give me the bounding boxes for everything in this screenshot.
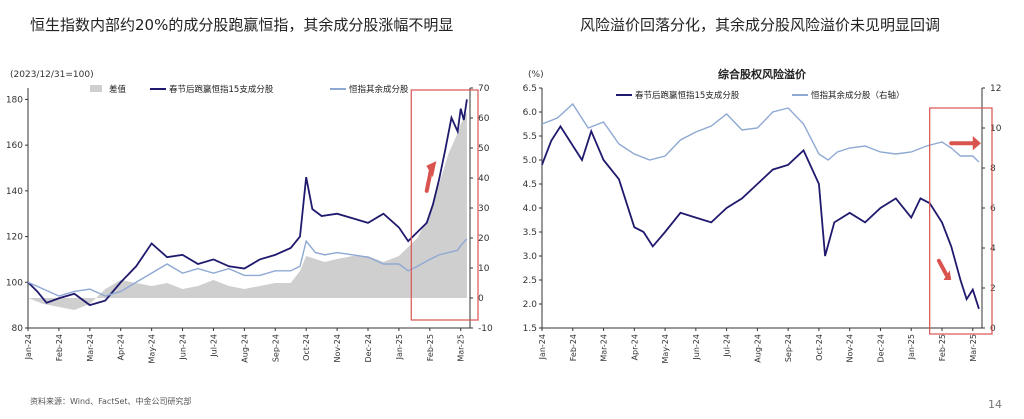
x-tick-label: Dec-24 [876,334,885,363]
x-tick-label: Dec-24 [364,334,373,363]
trend-arrow-up-head [426,161,437,178]
legend-label: 春节后跑赢恒指15支成分股 [635,90,740,101]
y-left-tick-label: 100 [6,278,23,288]
y-right-tick-label: 6 [990,204,996,214]
right-chart: 综合股权风险溢价 (%) 1.5 2.0 2.5 3.0 3.5 4.0 4.5 5.0 5.5 6.… [523,67,1002,363]
x-tick-label: Mar-25 [457,334,466,362]
highlight-box [410,89,479,321]
y-right-tick-label: 20 [478,234,490,244]
x-tick-label: Jan-25 [907,334,916,360]
y-right-tick-label: 40 [478,174,490,184]
x-tick-label: Aug-24 [240,334,249,363]
left-chart: (2023/12/31=100) 80 100 120 140 160 180 -10 0 10 2… [6,70,493,363]
trend-arrow-down-head [943,270,952,280]
y-right-tick-label: 30 [478,204,490,214]
chart-title: 综合股权风险溢价 [718,67,807,81]
x-tick-label: Jun-24 [692,334,701,361]
x-tick-label: Jul-24 [723,334,732,358]
right-chart-heading: 风险溢价回落分化，其余成分股风险溢价未见明显回调 [580,16,941,34]
x-tick-label: Jan-25 [395,334,404,360]
y-left-tick-label: 120 [6,233,23,243]
x-tick-label: Sep-24 [271,334,280,362]
left-chart-heading: 恒生指数内部约20%的成分股跑赢恒指，其余成分股涨幅不明显 [30,16,454,34]
y-left-tick-label: 3.0 [523,252,538,262]
legend-label: 恒指其余成分股 [349,84,409,95]
y-left-tick-label: 180 [6,95,23,105]
y-left-tick-label: 140 [6,187,23,197]
y-right-tick-label: 0 [478,294,484,304]
y-left-tick-label: 4.0 [523,204,538,214]
y-right-tick-label: 60 [478,114,490,124]
y-left-tick-label: 3.5 [523,228,537,238]
y-left-tick-label: 5.5 [523,132,537,142]
source-note: 资料来源：Wind、FactSet、中金公司研究部 [30,397,192,406]
x-tick-label: Sep-24 [784,334,793,362]
y-right-tick-label: 4 [990,244,996,254]
y-right-tick-label: 12 [990,84,1001,94]
x-tick-label: Aug-24 [753,334,762,363]
y-right-tick-label: 2 [990,284,996,294]
x-tick-label: Jan-24 [24,334,33,360]
y-left-tick-label: 80 [12,324,24,334]
y-right-tick-label: 8 [990,164,996,174]
x-tick-label: Jun-24 [179,334,188,361]
x-tick-label: Mar-24 [86,334,95,362]
legend-label: 春节后跑赢恒指15支成分股 [169,84,274,95]
y-right-tick-label: 0 [990,324,996,334]
x-tick-label: Feb-24 [55,334,64,361]
series-line-rest [27,238,468,297]
x-tick-label: Mar-25 [969,334,978,362]
highlight-box [929,107,993,335]
legend-label: 恒指其余成分股（右轴） [811,90,905,101]
y-right-tick-label: 50 [478,144,490,154]
y-left-tick-label: 160 [6,141,23,151]
y-right-tick-label: 10 [990,124,1002,134]
y-left-tick-label: 6.0 [523,108,538,118]
page-number: 14 [988,398,1002,411]
x-tick-label: Oct-24 [302,334,311,361]
x-tick-label: Mar-24 [600,334,609,362]
y-left-tick-label: 2.5 [523,276,537,286]
x-tick-label: Feb-25 [426,334,435,361]
series-line-outperformers [541,124,980,310]
trend-arrow-flat-head [972,136,981,151]
y-right-tick-label: 10 [478,264,490,274]
y-right-tick-label: -10 [478,324,493,334]
axis-unit-note: (%) [528,70,544,80]
x-tick-label: Jan-24 [538,334,547,360]
series-line-rest [541,102,980,163]
x-tick-label: Feb-25 [938,334,947,361]
legend-label: 差值 [109,84,127,95]
x-tick-label: Apr-24 [630,334,639,360]
x-tick-label: Oct-24 [815,334,824,361]
y-left-tick-label: 6.5 [523,84,537,94]
y-left-tick-label: 4.5 [523,180,537,190]
y-left-tick-label: 1.5 [523,324,537,334]
legend-swatch [90,85,102,92]
x-tick-label: Nov-24 [846,334,855,362]
y-right-tick-label: 70 [478,84,490,94]
axis-unit-note: (2023/12/31=100) [10,70,94,80]
x-tick-label: Apr-24 [117,334,126,360]
y-left-tick-label: 2.0 [523,300,538,310]
x-tick-label: Feb-24 [569,334,578,361]
trend-arrow-down [936,258,949,278]
x-tick-label: May-24 [661,334,670,363]
x-tick-label: Nov-24 [333,334,342,362]
series-area-diff [28,112,467,310]
y-left-tick-label: 5.0 [523,156,538,166]
x-tick-label: May-24 [148,334,157,363]
x-tick-label: Jul-24 [209,334,218,358]
